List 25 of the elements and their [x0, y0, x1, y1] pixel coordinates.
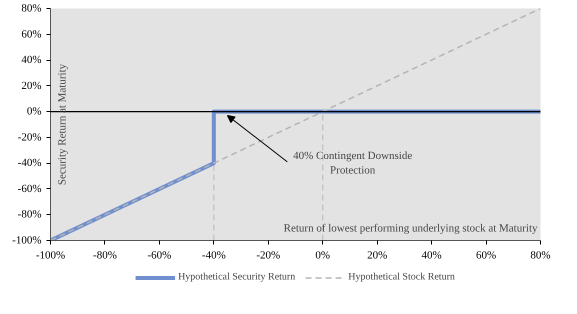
y-tick-label: -60%: [18, 182, 42, 195]
y-tick-label: 80%: [21, 2, 42, 14]
x-tick-label: -20%: [256, 250, 280, 262]
x-tick-label: -60%: [147, 250, 172, 262]
x-tick-label: 80%: [530, 250, 551, 262]
x-axis-title: Return of lowest performing underlying stock at Maturity: [284, 222, 538, 234]
y-tick-label: -100%: [12, 234, 42, 246]
y-tick-label: -40%: [18, 157, 42, 170]
x-tick-label: 0%: [315, 250, 330, 262]
y-tick-label: 40%: [21, 54, 42, 66]
x-tick-label: -100%: [36, 250, 66, 262]
legend-label: Hypothetical Security Return: [178, 272, 296, 282]
legend-label: Hypothetical Stock Return: [348, 272, 455, 282]
y-tick-label: 0%: [26, 106, 42, 118]
y-tick-label: 20%: [21, 80, 42, 92]
y-tick-label: -20%: [18, 131, 42, 144]
y-axis-title: Security Return at Maturity: [56, 63, 68, 186]
x-tick-label: 20%: [367, 250, 388, 262]
y-tick-label: -80%: [18, 208, 42, 221]
x-tick-label: 40%: [422, 250, 442, 262]
y-tick-label: 60%: [21, 28, 42, 40]
annotation: 40% Contingent Downside Protection: [293, 150, 412, 176]
x-tick-label: -40%: [202, 250, 226, 262]
x-tick-label: -80%: [93, 250, 117, 262]
x-tick-label: 60%: [476, 250, 496, 262]
